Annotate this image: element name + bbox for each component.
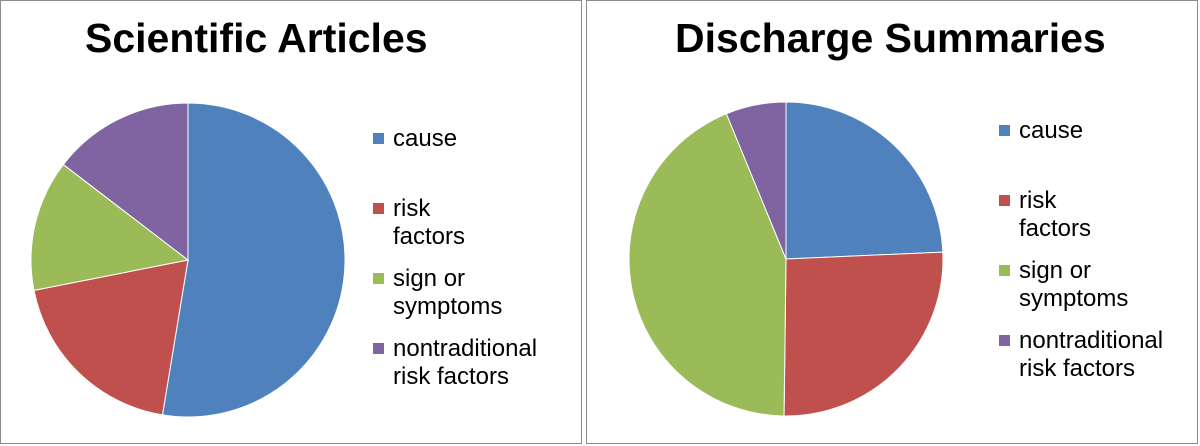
legend-label-risk-factors: risk factors [393, 195, 466, 250]
legend-swatch-nontraditional-risk-factors [999, 335, 1010, 346]
pie-chart-discharge-summaries [628, 101, 944, 417]
legend-swatch-cause [999, 125, 1010, 136]
legend-label-cause: cause [1019, 117, 1084, 144]
pie-slice-risk-factors [783, 251, 944, 417]
legend-label-nontraditional-risk-factors: nontraditional risk factors [1019, 327, 1164, 382]
chart-title: Discharge Summaries [675, 15, 1106, 61]
legend-swatch-nontraditional-risk-factors [373, 343, 384, 354]
legend-swatch-cause [373, 133, 384, 144]
pie-slice-cause [161, 102, 346, 418]
legend-swatch-sign-or-symptoms [373, 273, 384, 284]
chart-title: Scientific Articles [85, 15, 428, 61]
chart-panel-scientific-articles: Scientific Articles cause risk factors s… [0, 0, 582, 444]
pie-slice-nontraditional-risk-factors [62, 102, 189, 262]
legend-label-risk-factors: risk factors [1019, 187, 1092, 242]
legend-label-sign-or-symptoms: sign or symptoms [1019, 257, 1129, 312]
pie-chart-scientific-articles [30, 102, 346, 418]
legend-label-nontraditional-risk-factors: nontraditional risk factors [393, 335, 538, 390]
pie-slice-cause [785, 101, 944, 260]
pie-slice-risk-factors [33, 259, 189, 416]
chart-panel-discharge-summaries: Discharge Summaries cause risk factors s… [586, 0, 1198, 444]
pie-slice-sign-or-symptoms [628, 113, 787, 417]
pie-slice-sign-or-symptoms [30, 163, 190, 291]
legend-swatch-risk-factors [999, 195, 1010, 206]
pie-slice-nontraditional-risk-factors [725, 101, 787, 260]
legend-swatch-risk-factors [373, 203, 384, 214]
legend-label-sign-or-symptoms: sign or symptoms [393, 265, 503, 320]
legend-swatch-sign-or-symptoms [999, 265, 1010, 276]
legend-label-cause: cause [393, 125, 458, 152]
